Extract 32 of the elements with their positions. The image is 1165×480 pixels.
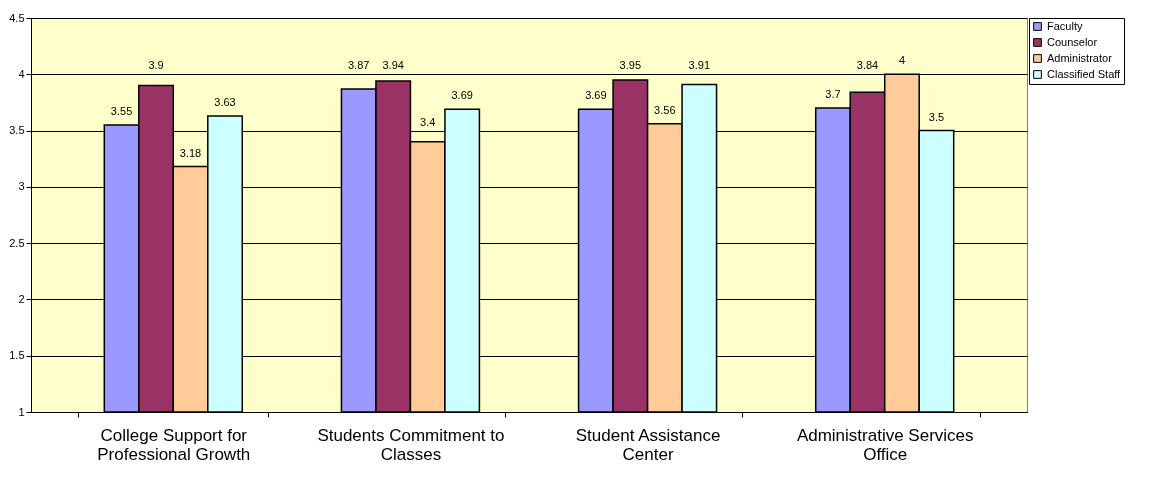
y-tick-label: 1 — [18, 405, 25, 418]
legend-label: Counselor — [1047, 35, 1098, 48]
data-label: 3.55 — [110, 104, 133, 117]
y-tick-label: 4.5 — [9, 11, 25, 24]
y-tick-label: 3 — [18, 180, 25, 193]
x-tick-label: Administrative Services Office — [796, 425, 974, 464]
data-label: 3.94 — [382, 59, 404, 72]
x-tick-label: Students Commitment to Classes — [317, 425, 505, 464]
x-tick-label: Student Assistance Center — [575, 425, 721, 464]
data-label: 3.5 — [928, 110, 945, 123]
data-label: 3.84 — [856, 59, 879, 72]
data-label: 3.69 — [451, 89, 473, 102]
data-label: 3.91 — [688, 59, 711, 72]
y-tick-label: 2 — [18, 292, 25, 305]
data-label: 3.18 — [179, 146, 202, 159]
data-label: 3.87 — [347, 59, 370, 72]
y-tick-label: 3.5 — [9, 124, 25, 137]
y-tick-label: 2.5 — [9, 236, 25, 249]
y-tick-label: 1.5 — [9, 349, 25, 362]
x-tick-label: College Support for Professional Growth — [97, 425, 251, 464]
legend-label: Classified Staff — [1047, 67, 1122, 80]
data-label: 3.95 — [619, 59, 642, 72]
data-label: 3.56 — [654, 103, 676, 116]
data-label: 3.63 — [214, 95, 236, 108]
legend-label: Administrator — [1047, 51, 1113, 64]
data-label: 3.9 — [148, 59, 164, 72]
legend-label: Faculty — [1047, 19, 1083, 32]
data-label: 4 — [898, 54, 906, 67]
data-label: 3.7 — [825, 88, 841, 101]
data-label: 3.69 — [585, 89, 607, 102]
data-label: 3.4 — [420, 115, 436, 128]
y-tick-label: 4 — [18, 67, 25, 80]
